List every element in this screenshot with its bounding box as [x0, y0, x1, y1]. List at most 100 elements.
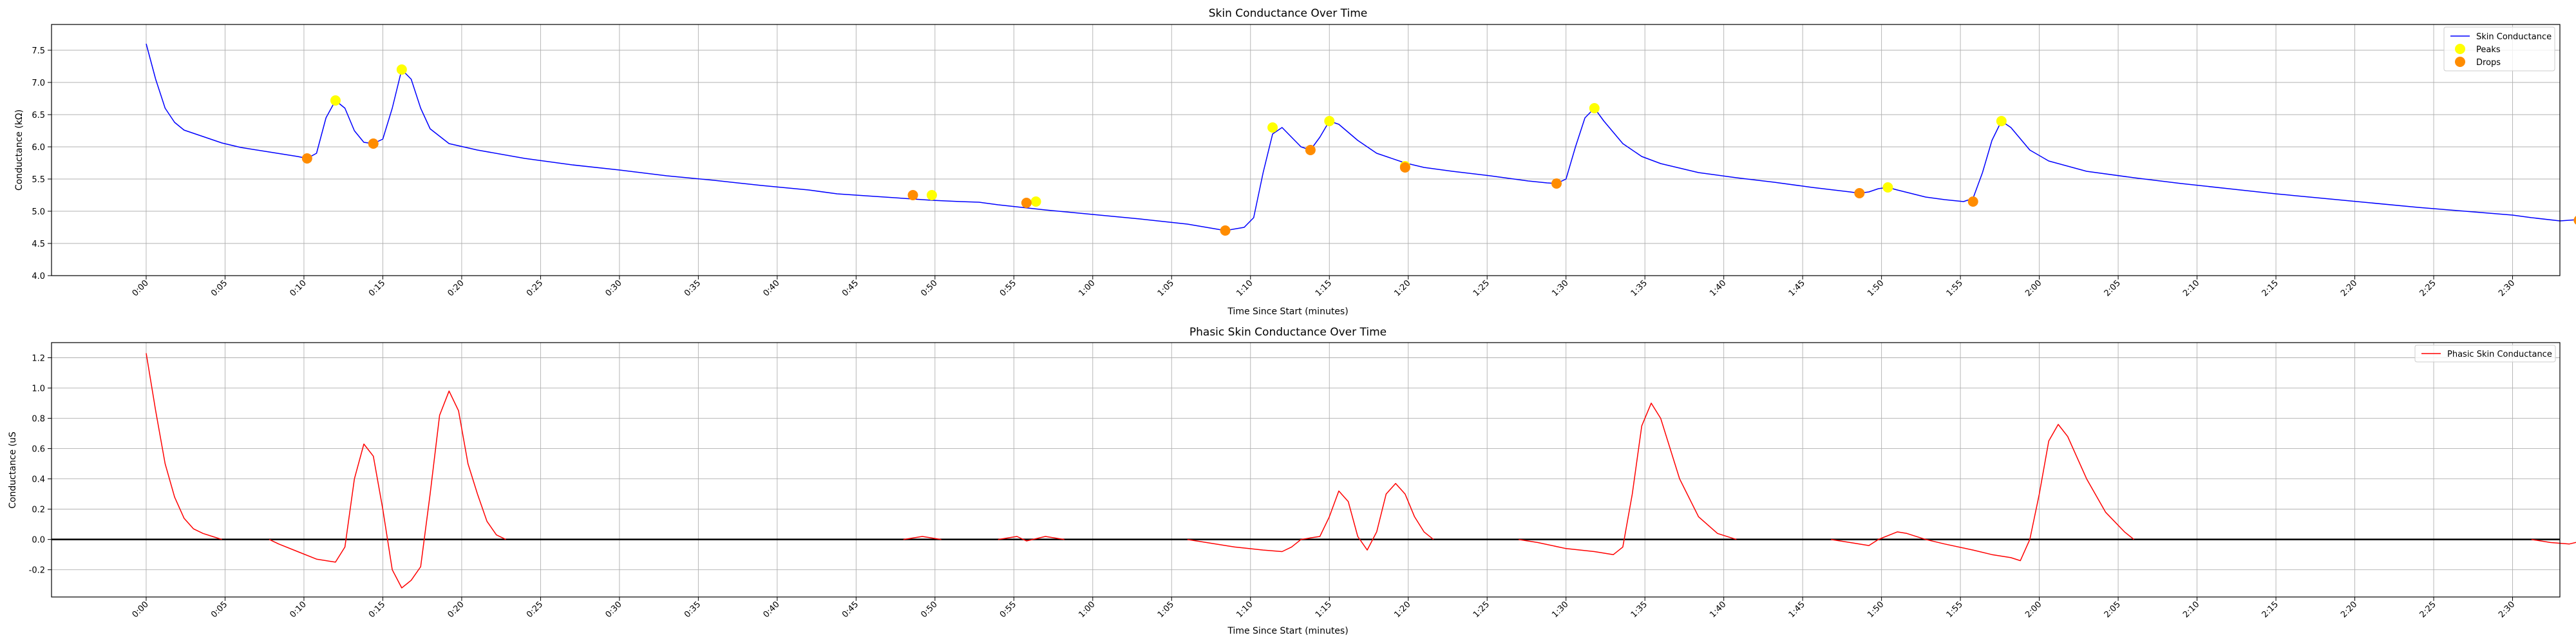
y-tick-label: 0.2: [32, 506, 45, 515]
drop-marker: [1551, 178, 1562, 189]
x-tick-label: 0:55: [998, 278, 1018, 298]
drop-marker: [1021, 198, 1032, 208]
legend-box-bottom: [2414, 345, 2556, 363]
y-tick-label: 7.0: [32, 79, 45, 88]
x-tick-label: 1:35: [1629, 600, 1649, 620]
x-tick-label: 1:55: [1945, 600, 1965, 620]
grid-lines-bottom: [52, 343, 2560, 597]
peak-marker: [1324, 116, 1335, 126]
legend-label-drops: Drops: [2476, 58, 2501, 68]
series-line: [269, 390, 506, 589]
peak-marker: [1267, 122, 1278, 133]
drop-marker: [1399, 162, 1410, 173]
x-tick-label: 1:45: [1787, 600, 1807, 620]
series-line: [998, 536, 1065, 542]
x-tick-label: 2:05: [2103, 278, 2123, 298]
x-tick-label: 1:00: [1077, 278, 1097, 298]
skin-conductance-panel: Skin Conductance Over Time 0:00 0:05 0:10 0…: [14, 7, 2576, 317]
peak-markers: [330, 64, 2007, 207]
x-tick-label: 1:05: [1156, 600, 1176, 620]
series-line: [2531, 538, 2576, 545]
legend-swatch-peaks: [2455, 44, 2465, 54]
y-tick-label: 0.8: [32, 415, 45, 424]
x-tick-label: 0:40: [761, 600, 781, 620]
x-tick-label: 1:15: [1314, 278, 1334, 298]
x-tick-label: 0:25: [525, 600, 545, 620]
peak-marker: [1882, 182, 1893, 193]
x-tick-label: 1:10: [1235, 278, 1255, 298]
legend-swatch-drops: [2455, 57, 2465, 67]
legend-label-peaks: Peaks: [2476, 45, 2501, 55]
x-tick-label: 0:10: [289, 278, 308, 298]
x-tick-label: 2:20: [2339, 600, 2359, 620]
series-phasic-conductance: [146, 353, 2576, 589]
chart-title-top: Skin Conductance Over Time: [1209, 7, 1367, 20]
x-tick-label: 1:40: [1708, 278, 1728, 298]
x-tick-label: 0:20: [446, 600, 466, 620]
chart-title-bottom: Phasic Skin Conductance Over Time: [1189, 326, 1387, 339]
peak-marker: [1589, 103, 1600, 113]
x-tick-label: 0:30: [603, 278, 623, 298]
x-tick-label: 1:00: [1077, 600, 1097, 620]
x-tick-label: 2:25: [2418, 600, 2438, 620]
x-tick-label: 0:45: [840, 600, 860, 620]
x-tick-label: 0:25: [525, 278, 545, 298]
x-tick-label: 0:05: [209, 600, 229, 620]
y-tick-label: 0.4: [32, 475, 45, 485]
x-tick-label: 0:50: [919, 278, 939, 298]
x-tick-label: 1:20: [1392, 278, 1412, 298]
phasic-conductance-panel: Phasic Skin Conductance Over Time 0:00 0:…: [8, 326, 2576, 636]
x-tick-label: 0:30: [603, 600, 623, 620]
x-tick-label: 0:45: [840, 278, 860, 298]
x-tick-label: 2:10: [2181, 278, 2201, 298]
x-tick-label: 1:30: [1550, 600, 1570, 620]
y-tick-labels-bottom: -0.2 0.0 0.2 0.4 0.6 0.8 1.0 1.2: [29, 354, 52, 576]
x-tick-labels-bottom: 0:00 0:05 0:10 0:15 0:20 0:25 0:30 0:35 0:40 0:45…: [131, 597, 2517, 620]
drop-marker: [1305, 145, 1316, 155]
peak-marker: [330, 95, 341, 106]
y-tick-label: 0.0: [32, 536, 45, 545]
x-tick-label: 1:50: [1866, 278, 1886, 298]
peak-marker: [1030, 196, 1041, 207]
x-tick-label: 1:30: [1550, 278, 1570, 298]
drop-marker: [368, 138, 379, 149]
drop-marker: [301, 153, 312, 164]
x-tick-label: 2:05: [2103, 600, 2123, 620]
x-tick-label: 1:35: [1629, 278, 1649, 298]
x-tick-label: 2:00: [2023, 278, 2043, 298]
y-tick-label: 1.2: [32, 354, 45, 364]
plot-frame-bottom: [51, 342, 2561, 598]
x-axis-label-top: Time Since Start (minutes): [1227, 307, 1348, 317]
x-tick-label: 2:30: [2497, 278, 2517, 298]
x-tick-label: 2:30: [2497, 600, 2517, 620]
x-tick-label: 1:50: [1866, 600, 1886, 620]
legend-label-skin-conductance: Skin Conductance: [2476, 32, 2552, 42]
y-tick-label: 7.5: [32, 46, 45, 56]
drop-marker: [907, 190, 918, 200]
x-tick-label: 0:15: [367, 278, 387, 298]
drop-marker: [2573, 216, 2576, 225]
legend-box-top: [2443, 26, 2555, 71]
y-tick-label: 5.5: [32, 175, 45, 185]
y-tick-label: 1.0: [32, 384, 45, 394]
x-tick-label: 1:40: [1708, 600, 1728, 620]
series-line: [1187, 482, 1434, 553]
y-tick-label: 6.0: [32, 143, 45, 153]
y-axis-label-bottom: Conductance (uS: [8, 431, 18, 509]
drop-marker: [1967, 196, 1978, 207]
series-line: [1519, 402, 1737, 555]
x-tick-label: 1:25: [1472, 600, 1492, 620]
x-tick-label: 1:10: [1235, 600, 1255, 620]
x-tick-label: 2:25: [2418, 278, 2438, 298]
y-tick-labels-top: 4.0 4.5 5.0 5.5 6.0 6.5 7.0 7.5: [32, 46, 52, 281]
x-tick-label: 1:20: [1392, 600, 1412, 620]
peak-marker: [396, 64, 407, 75]
x-tick-label: 0:15: [367, 600, 387, 620]
x-tick-label: 0:20: [446, 278, 466, 298]
x-tick-label: 1:15: [1314, 600, 1334, 620]
x-tick-label: 2:00: [2023, 600, 2043, 620]
series-skin-conductance: [146, 43, 2576, 231]
series-line: [903, 536, 942, 540]
plot-frame-top: [51, 24, 2561, 276]
